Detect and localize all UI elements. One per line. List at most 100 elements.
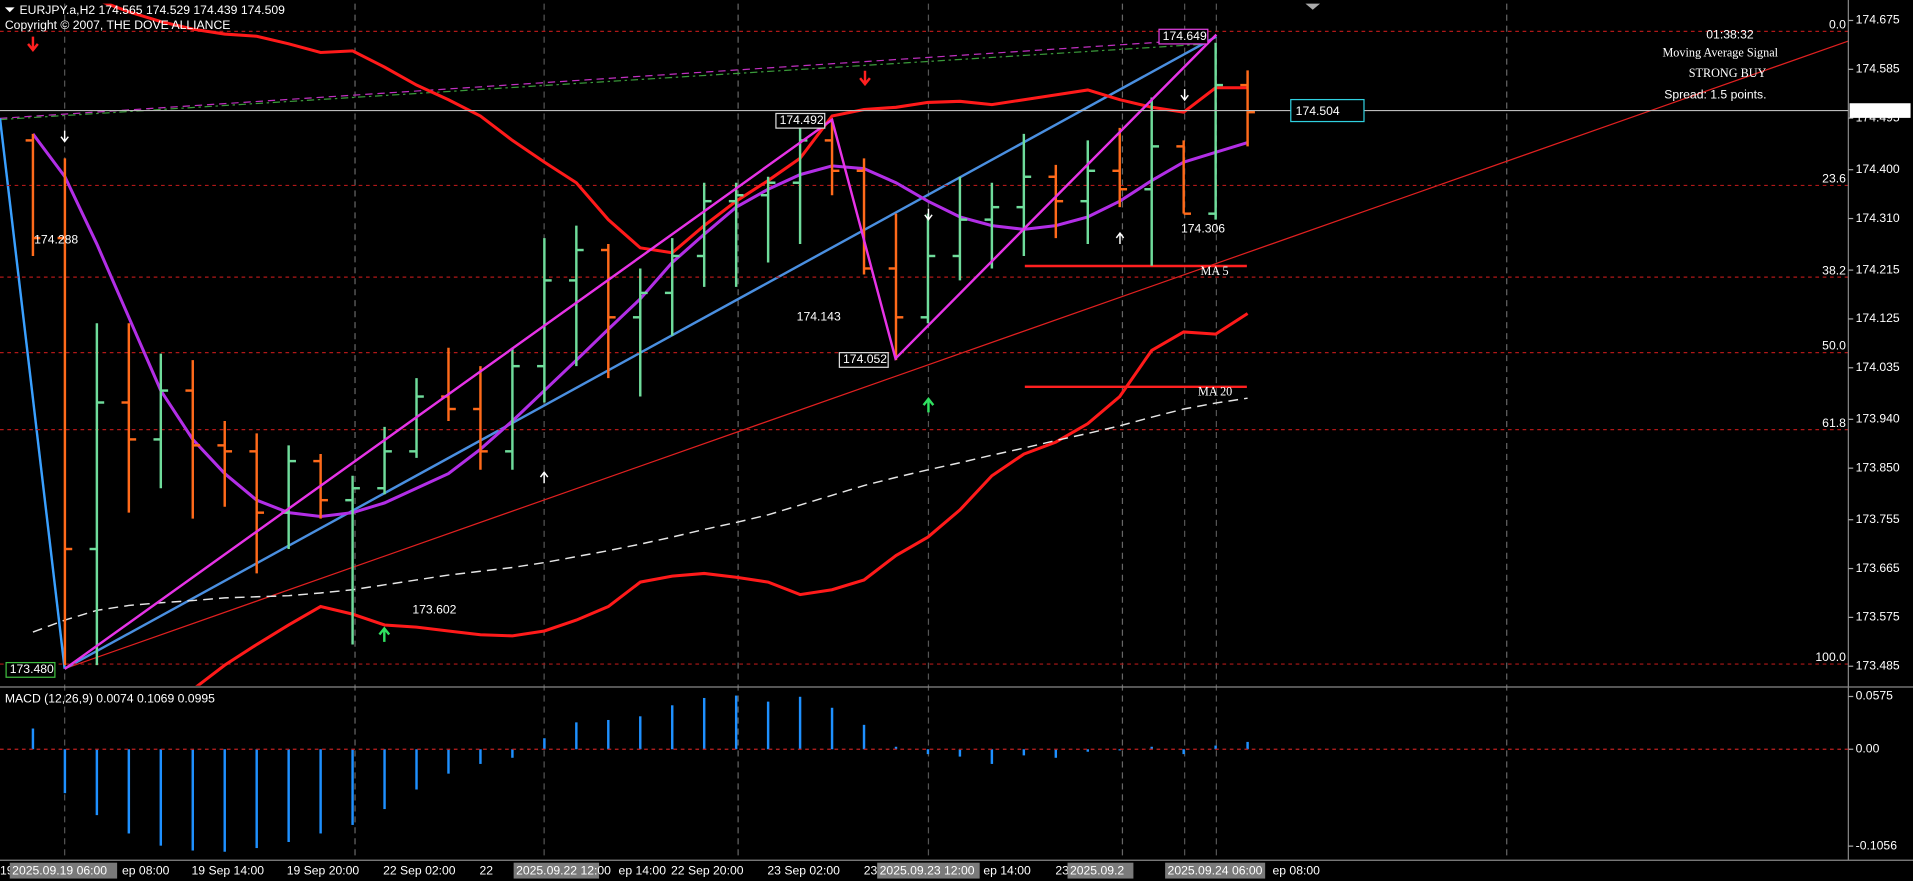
macd-bar <box>1246 741 1249 750</box>
macd-bar <box>862 724 866 750</box>
bid-box <box>1290 98 1365 123</box>
macd-bar <box>447 749 450 774</box>
small-arrow <box>60 130 69 143</box>
y-tick-label: -0.1056 <box>1856 838 1898 852</box>
macd-bar <box>607 719 610 750</box>
zigzag <box>63 33 1218 670</box>
crosshair-label: 2025.09.24 06:00 <box>1168 863 1263 877</box>
crosshair-label: 2025.09.2 <box>1070 863 1124 877</box>
macd-bar <box>479 749 482 764</box>
macd-bar <box>1086 749 1089 752</box>
macd-bar <box>1150 746 1153 750</box>
y-tick-label: 174.400 <box>1856 162 1900 176</box>
crosshair-label: 2025.09.23 12:00 <box>880 863 975 877</box>
y-tick-label: 173.755 <box>1856 512 1900 526</box>
zigzag-box <box>838 352 889 368</box>
crosshair-box <box>1165 862 1266 879</box>
macd-bar <box>511 749 514 758</box>
x-tick-label: 22 Sep 02:00 <box>383 863 456 877</box>
macd-bar <box>702 697 706 750</box>
macd-bar <box>63 749 67 794</box>
zigzag-box <box>1158 28 1209 45</box>
menu-icon <box>4 7 15 13</box>
small-arrow <box>1115 231 1125 245</box>
indicator-line <box>32 397 1248 633</box>
macd-bar <box>1022 749 1026 756</box>
macd-title: MACD (12,26,9) 0.0074 0.1069 0.0995 <box>5 691 215 705</box>
x-tick-label: ep 14:00 <box>619 863 667 877</box>
y-tick-label: 174.125 <box>1856 311 1900 325</box>
shift-marker <box>1305 3 1321 10</box>
macd-bar <box>383 749 386 810</box>
macd-bar <box>351 749 354 825</box>
x-tick-label: 23 <box>864 863 878 877</box>
zigzag-box <box>5 661 56 678</box>
macd-bar <box>159 749 163 846</box>
macd-bar <box>990 749 994 764</box>
annotation: 174.143 <box>797 309 841 323</box>
small-arrow <box>1180 89 1189 102</box>
x-tick-label: 23 Sep 02:00 <box>767 863 840 877</box>
sell-arrow <box>27 36 39 52</box>
macd-bar <box>543 738 546 750</box>
crosshair-box <box>877 862 980 879</box>
macd-bar <box>95 749 99 816</box>
buy-arrow <box>378 626 391 642</box>
macd-bar <box>958 749 962 757</box>
crosshair-box <box>9 862 118 879</box>
macd-bar <box>1118 749 1121 751</box>
trendline <box>0 43 1208 121</box>
zigzag-label: 174.492 <box>780 113 824 127</box>
y-tick-label: 174.675 <box>1856 13 1900 27</box>
fib-label: 23.6 <box>1822 172 1846 186</box>
macd-bar <box>415 749 418 790</box>
macd-bar <box>255 749 258 849</box>
bid-label: 174.504 <box>1296 104 1340 118</box>
macd-bar <box>287 749 290 842</box>
small-arrow <box>539 471 549 484</box>
signal-title: Moving Average Signal <box>1662 45 1778 59</box>
trendline <box>0 38 1208 119</box>
crosshair-box <box>513 862 600 879</box>
y-tick-label: 0.00 <box>1856 741 1880 755</box>
macd-bar <box>191 749 194 851</box>
annotation: 173.602 <box>412 602 456 616</box>
x-tick-label: 23 <box>1055 863 1069 877</box>
ma-label: MA 20 <box>1198 385 1232 399</box>
macd-bar <box>639 716 642 750</box>
zigzag-label: 173.480 <box>10 662 54 676</box>
chart-title: EURJPY.a,H2 174.565 174.529 174.439 174.… <box>20 3 286 17</box>
crosshair-box <box>1067 862 1134 879</box>
x-tick-label: 19 Sep 14:00 <box>192 863 265 877</box>
crosshair-label: 2025.09.22 12:00 <box>516 863 611 877</box>
trendline <box>64 40 1849 670</box>
indicator-line <box>102 3 1248 255</box>
macd-bar <box>319 749 322 834</box>
sell-arrow <box>859 70 871 87</box>
macd-bar <box>894 746 898 750</box>
macd-bar <box>1182 749 1185 755</box>
macd-bar <box>127 749 131 834</box>
fib-label: 0.0 <box>1829 17 1846 31</box>
macd-bar <box>223 749 226 852</box>
macd-bar <box>830 707 834 750</box>
small-arrow <box>924 208 933 221</box>
zigzag-label: 174.649 <box>1163 29 1207 43</box>
macd-bar <box>1054 749 1058 758</box>
zigzag-label: 174.052 <box>843 352 887 366</box>
copyright: Copyright © 2007, THE DOVE ALLIANCE <box>5 18 231 32</box>
y-tick-label: 173.940 <box>1856 412 1900 426</box>
macd-bar <box>766 701 770 750</box>
x-tick-label: 19 Sep 20:00 <box>287 863 360 877</box>
macd-bar <box>798 696 802 750</box>
fib-label: 100.0 <box>1815 650 1846 664</box>
ma-label: MA 5 <box>1201 264 1229 278</box>
indicator-line <box>195 312 1249 686</box>
signal-value: STRONG BUY <box>1689 66 1767 80</box>
macd-bar <box>1214 745 1217 750</box>
macd-bar <box>31 728 35 750</box>
fib-label: 38.2 <box>1822 263 1846 277</box>
y-tick-label: 173.850 <box>1856 460 1900 474</box>
